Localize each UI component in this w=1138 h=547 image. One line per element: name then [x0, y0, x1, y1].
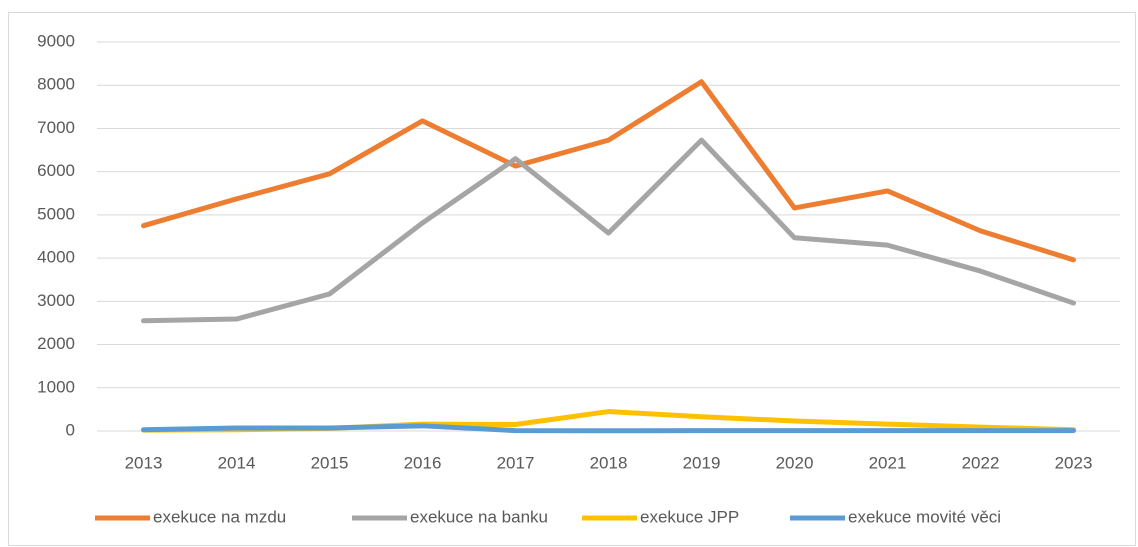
y-tick-label: 8000	[37, 75, 75, 94]
chart-border	[8, 12, 1136, 546]
x-tick-label: 2016	[404, 453, 442, 472]
x-tick-label: 2017	[497, 453, 535, 472]
series-line	[141, 137, 1076, 324]
y-tick-label: 9000	[37, 31, 75, 50]
legend-label: exekuce na banku	[410, 507, 548, 526]
legend-label: exekuce movité věci	[848, 507, 1001, 526]
x-tick-label: 2015	[311, 453, 349, 472]
x-tick-label: 2018	[590, 453, 628, 472]
x-tick-label: 2020	[776, 453, 814, 472]
y-tick-label: 4000	[37, 248, 75, 267]
y-tick-label: 3000	[37, 291, 75, 310]
legend-label: exekuce JPP	[640, 507, 739, 526]
y-tick-label: 2000	[37, 334, 75, 353]
x-tick-label: 2013	[125, 453, 163, 472]
y-tick-label: 6000	[37, 161, 75, 180]
legend-label: exekuce na mzdu	[153, 507, 286, 526]
series-line	[141, 423, 1076, 434]
x-tick-label: 2023	[1055, 453, 1093, 472]
y-tick-label: 1000	[37, 377, 75, 396]
x-tick-label: 2021	[869, 453, 907, 472]
x-tick-label: 2014	[218, 453, 256, 472]
y-tick-label: 7000	[37, 118, 75, 137]
series-line	[141, 79, 1076, 263]
y-tick-label: 0	[66, 420, 75, 439]
x-tick-label: 2022	[962, 453, 1000, 472]
y-tick-label: 5000	[37, 204, 75, 223]
x-tick-label: 2019	[683, 453, 721, 472]
